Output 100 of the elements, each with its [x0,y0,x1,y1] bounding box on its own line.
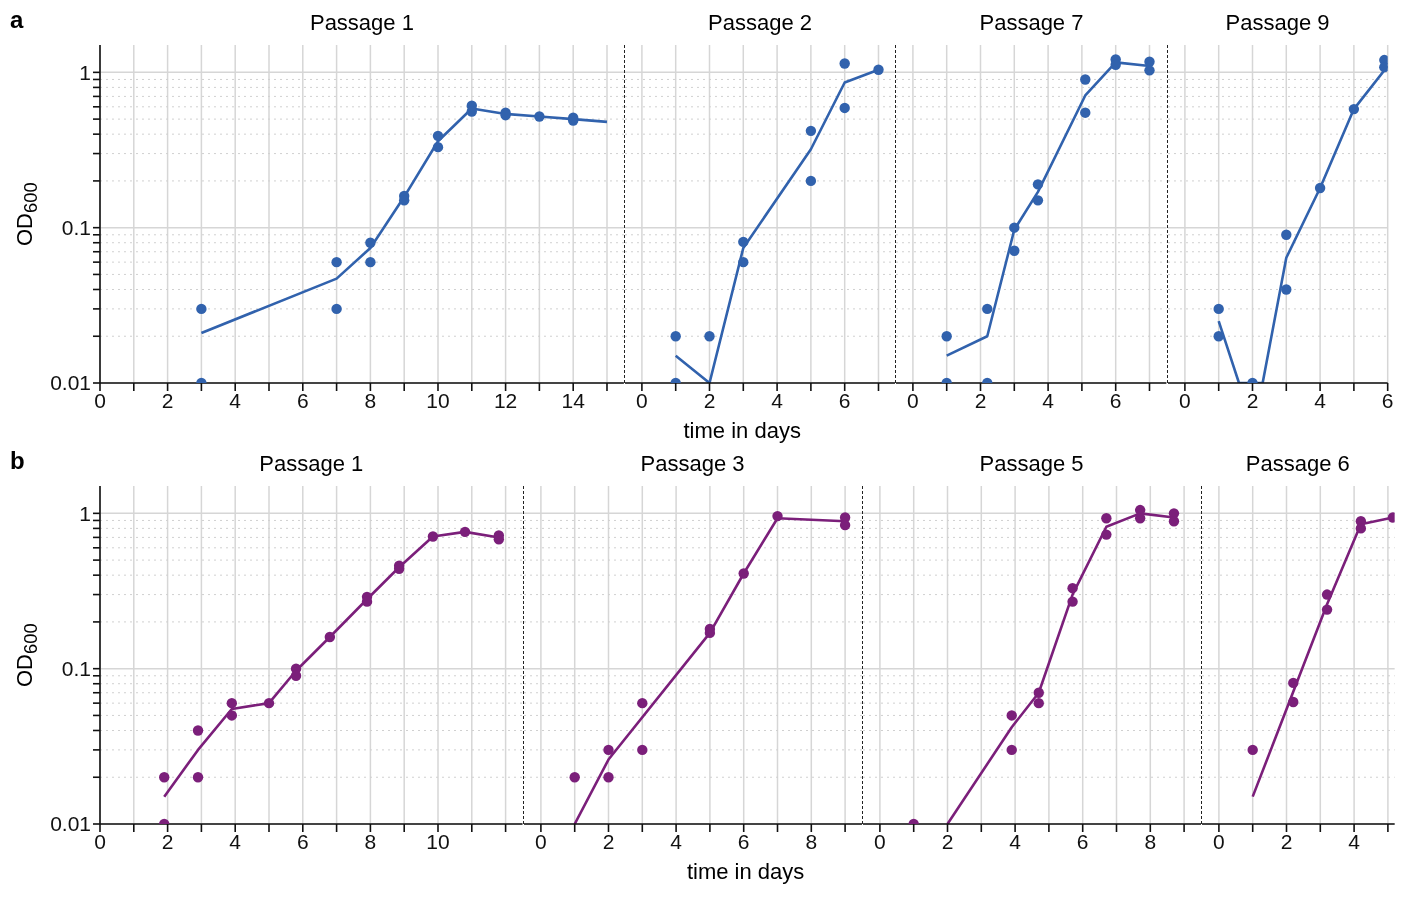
point [839,58,850,69]
x-tick-label: 6 [1110,388,1122,412]
chart-title: Passage 3 [639,450,746,478]
x-tick-label: 2 [1246,388,1258,412]
point [1144,65,1155,76]
x-tick-label: 4 [1042,388,1055,412]
point [873,64,884,75]
point [602,772,614,783]
y-tick-label: 1 [79,60,91,84]
point [602,744,614,756]
x-tick-label: 0 [907,388,920,412]
x-tick-label: 2 [161,388,174,412]
x-tick-label: 0 [534,829,547,853]
point [1080,107,1091,118]
point [1213,303,1224,315]
y-tick-label: 0.1 [61,216,91,240]
point [636,744,647,756]
point [365,256,376,268]
point [1006,744,1017,756]
point [1033,179,1044,190]
point [1280,284,1292,295]
point [226,710,238,721]
point [331,303,342,315]
x-tick-label: 0 [1212,829,1225,853]
point [427,531,439,542]
point [1033,697,1044,709]
point [737,256,749,268]
point [1080,74,1091,85]
point [738,568,749,579]
x-tick-label: 8 [804,829,817,853]
point [839,102,850,114]
chart-title: Passage 9 [1224,9,1331,37]
point [982,303,993,315]
x-tick-label: 0 [94,829,106,853]
text: b [10,447,25,475]
x-tick-label: 14 [561,388,586,412]
point [1280,229,1292,240]
y-tick-label: 0.01 [50,812,91,836]
x-tick-label: 4 [1008,829,1021,853]
point [1009,222,1020,233]
point [1100,513,1112,524]
x-tick-label: 0 [1178,388,1191,412]
y-tick-label: 0.1 [61,657,91,681]
point [737,236,749,248]
point [805,175,816,187]
x-tick-label: 10 [426,388,450,412]
x-tick-label: 0 [94,388,106,412]
point [1321,589,1332,600]
chart-title: Passage 2 [707,9,814,37]
x-tick-label: 6 [296,388,309,412]
point [432,141,444,153]
x-tick-label: 2 [974,388,987,412]
point [1033,687,1044,698]
point [1168,516,1179,527]
point [226,697,238,709]
chart-title: Passage 6 [1244,450,1351,478]
point [704,331,715,342]
x-axis-title: time in days [682,418,802,443]
point [1066,596,1078,607]
x-tick-label: 4 [1347,829,1360,853]
point [365,237,376,248]
point [192,725,204,736]
chart-title: Passage 1 [308,9,415,37]
x-tick-label: 2 [941,829,953,853]
point [1006,710,1017,721]
x-tick-label: 6 [737,829,750,853]
x-tick-label: 8 [364,829,377,853]
point [534,111,545,122]
x-tick-label: 6 [296,829,309,853]
chart-title: Passage 7 [978,9,1085,37]
point [771,510,783,522]
point [432,130,444,142]
x-tick-label: 2 [703,388,716,412]
point [1033,195,1044,206]
x-tick-label: 6 [838,388,851,412]
point [1066,582,1078,594]
point [805,125,816,137]
x-tick-label: 6 [1076,829,1089,853]
x-tick-label: 8 [1143,829,1156,853]
point [1100,529,1112,540]
point [1321,604,1332,615]
y-tick-label: 0.01 [50,371,91,395]
point [1213,331,1224,342]
point [459,526,471,538]
x-tick-label: 4 [229,388,242,412]
x-tick-label: 4 [1313,388,1326,412]
x-tick-label: 6 [1381,388,1394,412]
point [159,772,170,783]
point [1348,103,1359,115]
x-tick-label: 12 [493,388,518,412]
point [1009,245,1020,256]
x-tick-label: 4 [229,829,242,853]
x-tick-label: 4 [669,829,682,853]
x-tick-label: 2 [602,829,614,853]
point [192,772,204,783]
point [636,697,647,709]
point [263,697,275,709]
chart-title: Passage 5 [978,450,1085,478]
x-axis-title: time in days [685,859,806,884]
y-tick-label: 1 [79,501,91,525]
